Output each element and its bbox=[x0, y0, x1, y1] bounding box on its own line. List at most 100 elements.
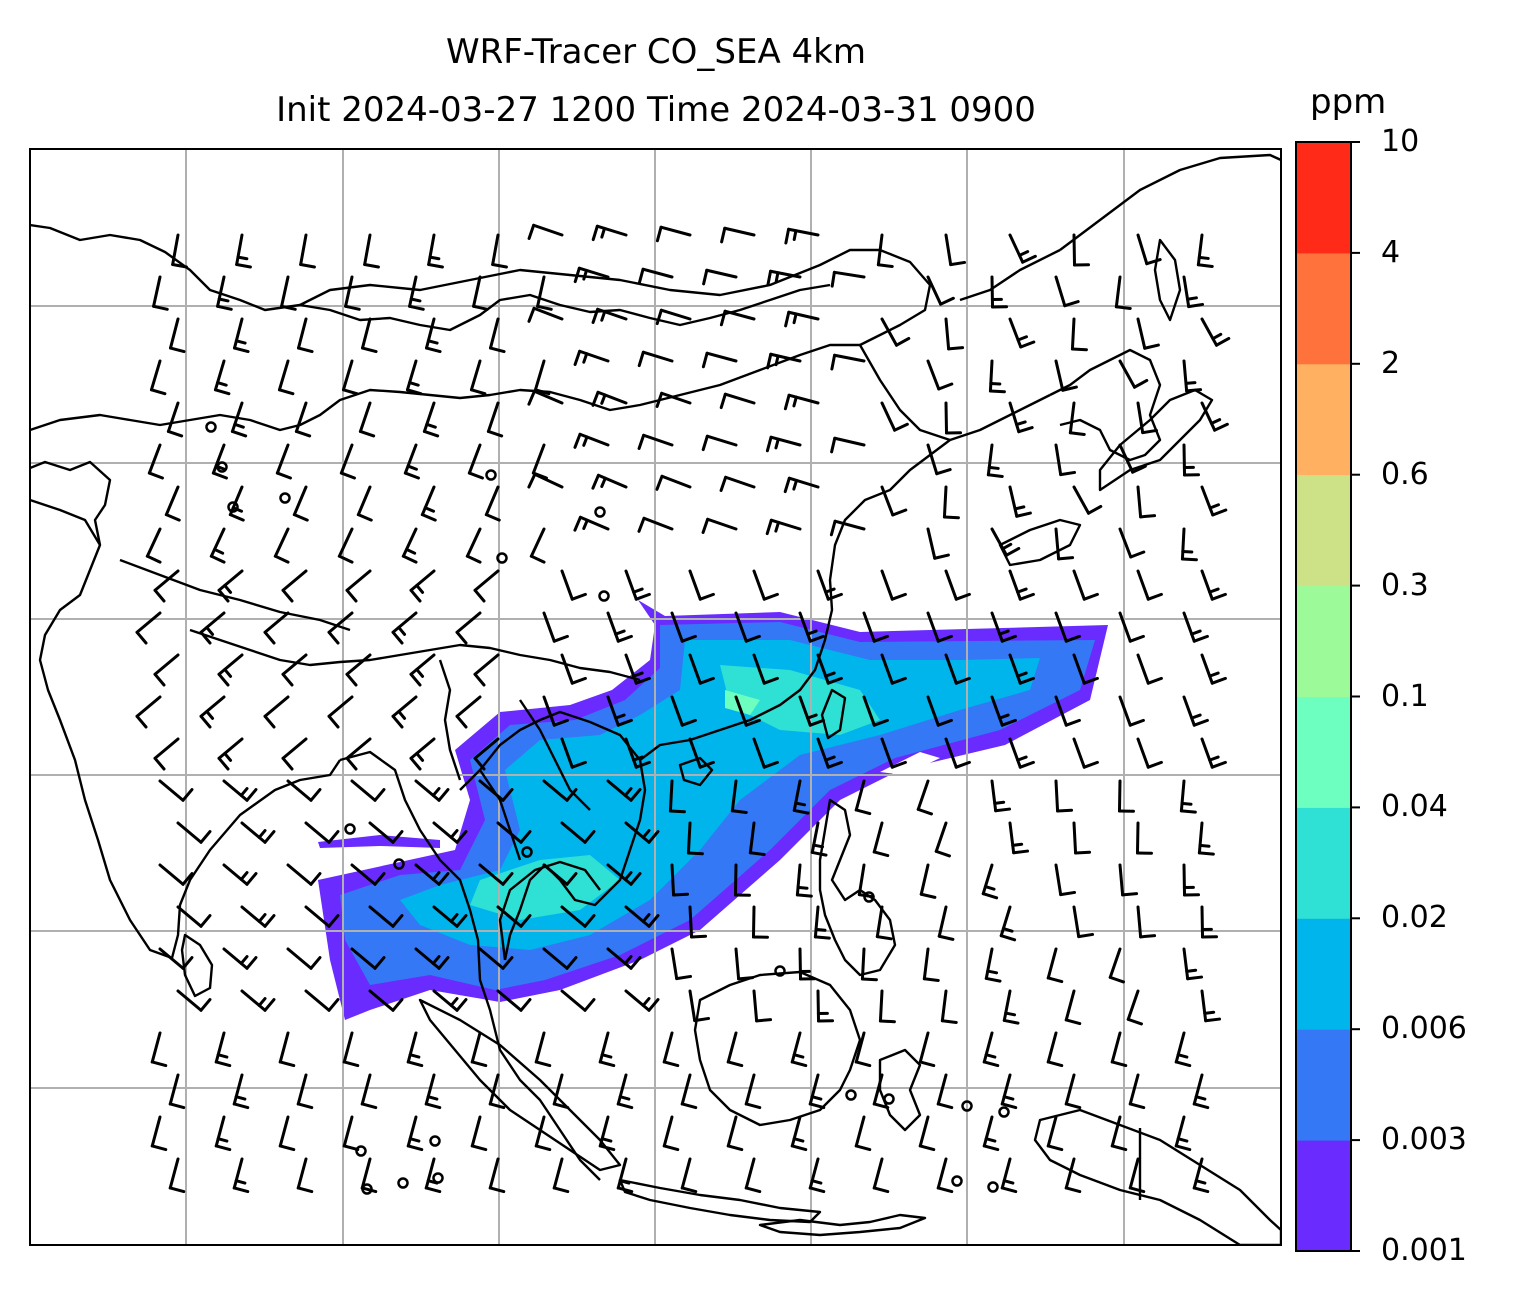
wind-barb bbox=[733, 863, 751, 897]
wind-barb bbox=[876, 233, 894, 268]
wind-barb bbox=[230, 401, 248, 438]
wind-barb bbox=[988, 359, 1006, 394]
wind-barb bbox=[232, 1157, 250, 1194]
colorbar-segment bbox=[1296, 585, 1351, 697]
wind-barb bbox=[345, 737, 372, 771]
wind-barb bbox=[342, 1031, 360, 1068]
border-himalaya bbox=[30, 223, 831, 332]
wind-barb bbox=[496, 821, 532, 844]
wind-barb bbox=[637, 267, 674, 285]
calm-wind-marker bbox=[432, 1172, 444, 1184]
wind-barb bbox=[356, 485, 373, 522]
wind-barb bbox=[1046, 1115, 1064, 1152]
wind-barb bbox=[792, 779, 810, 815]
wind-barb bbox=[560, 905, 596, 928]
wind-barb bbox=[655, 225, 692, 243]
wind-barb bbox=[688, 737, 715, 769]
coast-srilanka bbox=[180, 933, 214, 998]
wind-barb bbox=[1136, 233, 1162, 266]
wind-barb bbox=[1197, 821, 1215, 856]
border-india-nepal bbox=[119, 558, 351, 632]
wind-barb bbox=[414, 947, 450, 970]
wind-barb bbox=[726, 1031, 744, 1068]
wind-barb bbox=[408, 275, 425, 311]
coast-japan bbox=[998, 388, 1214, 567]
calm-wind-marker bbox=[951, 1175, 963, 1187]
wind-barb bbox=[942, 485, 960, 520]
border-thailand bbox=[479, 769, 522, 861]
wind-barb bbox=[171, 233, 188, 269]
wind-barb bbox=[926, 359, 954, 391]
wind-barb bbox=[339, 443, 356, 480]
colorbar-tick-label: 0.02 bbox=[1381, 900, 1448, 936]
wind-barb bbox=[680, 1157, 698, 1194]
wind-barb bbox=[591, 307, 628, 324]
wind-barb bbox=[1136, 569, 1163, 601]
colorbar-segment bbox=[1296, 918, 1351, 1030]
wind-barb bbox=[169, 317, 186, 354]
wind-barb bbox=[1182, 947, 1204, 981]
wind-barb bbox=[153, 653, 180, 687]
calm-wind-marker bbox=[883, 1093, 895, 1105]
wind-barb bbox=[1072, 569, 1099, 601]
colorbar-tick-label: 0.003 bbox=[1381, 1122, 1467, 1158]
wind-barb bbox=[166, 401, 184, 438]
wind-barb bbox=[808, 1157, 826, 1194]
wind-barb bbox=[688, 989, 711, 1023]
wind-barb bbox=[299, 233, 316, 269]
coast-gulf-thailand bbox=[498, 860, 601, 961]
border-northeast bbox=[858, 344, 951, 442]
wind-barb bbox=[766, 269, 802, 287]
wind-barb bbox=[670, 947, 693, 981]
wind-barb bbox=[784, 227, 820, 245]
wind-barb bbox=[467, 443, 484, 480]
wind-barb bbox=[432, 989, 468, 1012]
wind-barb bbox=[624, 821, 660, 844]
wind-barb bbox=[232, 1073, 250, 1110]
wind-barb bbox=[784, 310, 820, 328]
wind-barb bbox=[473, 653, 500, 687]
wind-barb bbox=[720, 226, 756, 244]
wind-barb bbox=[752, 737, 779, 769]
wind-barb bbox=[286, 947, 322, 970]
tracer-plume bbox=[318, 600, 1108, 1020]
wind-barb bbox=[573, 515, 610, 532]
wind-barb bbox=[235, 233, 252, 269]
calm-wind-marker bbox=[216, 461, 228, 473]
wind-barb bbox=[734, 947, 755, 981]
wind-barb bbox=[1192, 1073, 1210, 1110]
colorbar-segment bbox=[1296, 696, 1351, 808]
wind-barb bbox=[152, 275, 169, 311]
wind-barb bbox=[624, 905, 660, 928]
wind-barb bbox=[149, 359, 167, 396]
wind-barb bbox=[158, 779, 194, 802]
wind-barb bbox=[1054, 695, 1081, 727]
wind-barb bbox=[918, 1031, 936, 1068]
wind-barb bbox=[880, 401, 909, 432]
wind-barb bbox=[488, 1073, 506, 1110]
wind-barb bbox=[1064, 1157, 1082, 1194]
wind-barb bbox=[360, 1157, 378, 1194]
wind-barb bbox=[1200, 485, 1228, 517]
wind-barb bbox=[1068, 401, 1086, 436]
calm-wind-marker bbox=[521, 846, 533, 858]
map-frame bbox=[29, 148, 1282, 1246]
wind-barb bbox=[281, 737, 308, 771]
wind-barb bbox=[573, 432, 610, 449]
coast-india bbox=[30, 460, 341, 960]
wind-barb bbox=[560, 653, 587, 685]
wind-barb bbox=[926, 695, 953, 727]
wind-barb bbox=[880, 569, 907, 601]
wind-barb bbox=[486, 401, 504, 438]
wind-barb bbox=[606, 863, 642, 886]
wind-barb bbox=[1182, 695, 1209, 727]
wind-barb bbox=[937, 905, 955, 941]
wind-barb bbox=[150, 1031, 168, 1068]
wind-barb bbox=[598, 1115, 616, 1152]
wind-barb bbox=[1136, 401, 1159, 435]
wind-barb bbox=[1118, 527, 1146, 559]
wind-barb bbox=[150, 1115, 168, 1152]
wind-barb bbox=[361, 317, 378, 354]
wind-barb bbox=[529, 527, 546, 564]
wind-barb bbox=[919, 863, 937, 899]
